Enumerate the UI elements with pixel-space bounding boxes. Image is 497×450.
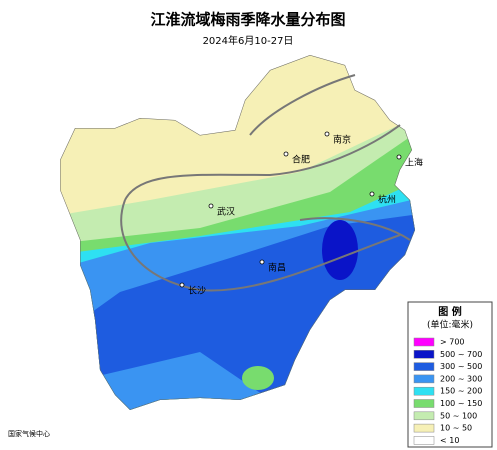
legend-swatch: [413, 350, 435, 359]
legend-swatch: [413, 386, 435, 396]
city-label: 南京: [333, 134, 351, 146]
city-dot: [396, 154, 402, 160]
subtitle: 2024年6月10-27日: [203, 34, 294, 47]
legend-swatch: [413, 362, 435, 371]
legend-label: 300 ~ 500: [440, 362, 482, 371]
city-dot: [369, 191, 375, 197]
legend-title: 图 例: [438, 305, 461, 318]
city-dot: [179, 282, 185, 288]
city-dot: [283, 151, 289, 157]
legend-label: < 10: [440, 436, 459, 445]
city-label: 合肥: [292, 154, 310, 166]
legend-label: 10 ~ 50: [440, 424, 472, 433]
belt-boundary: [299, 217, 411, 241]
legend-label: 500 ~ 700: [440, 350, 482, 359]
title: 江淮流域梅雨季降水量分布图: [150, 11, 345, 29]
legend-unit: (单位:毫米): [427, 319, 473, 331]
legend-label: 200 ~ 300: [440, 374, 482, 383]
city-dot: [259, 259, 265, 265]
legend-swatch: [413, 436, 435, 445]
legend-swatch: [413, 399, 435, 408]
city-label: 杭州: [378, 194, 396, 206]
footer: 国家气候中心: [8, 429, 50, 438]
city-label: 上海: [405, 157, 423, 169]
legend-label: 150 ~ 200: [440, 387, 482, 396]
legend-label: > 700: [440, 338, 465, 347]
city-dot: [208, 203, 214, 209]
legend-swatch: [413, 411, 435, 421]
belt-boundary: [124, 124, 401, 201]
legend-swatch: [413, 374, 435, 384]
city-label: 南昌: [268, 262, 286, 274]
city-label: 武汉: [217, 206, 235, 218]
legend: [407, 301, 493, 448]
legend-swatch: [413, 337, 435, 347]
legend-label: 50 ~ 100: [440, 411, 477, 420]
legend-label: 100 ~ 150: [440, 399, 482, 408]
belt-boundary: [120, 199, 401, 292]
city-label: 长沙: [188, 285, 206, 297]
legend-swatch: [413, 423, 435, 433]
belt-boundary: [249, 74, 356, 136]
city-dot: [324, 131, 330, 137]
